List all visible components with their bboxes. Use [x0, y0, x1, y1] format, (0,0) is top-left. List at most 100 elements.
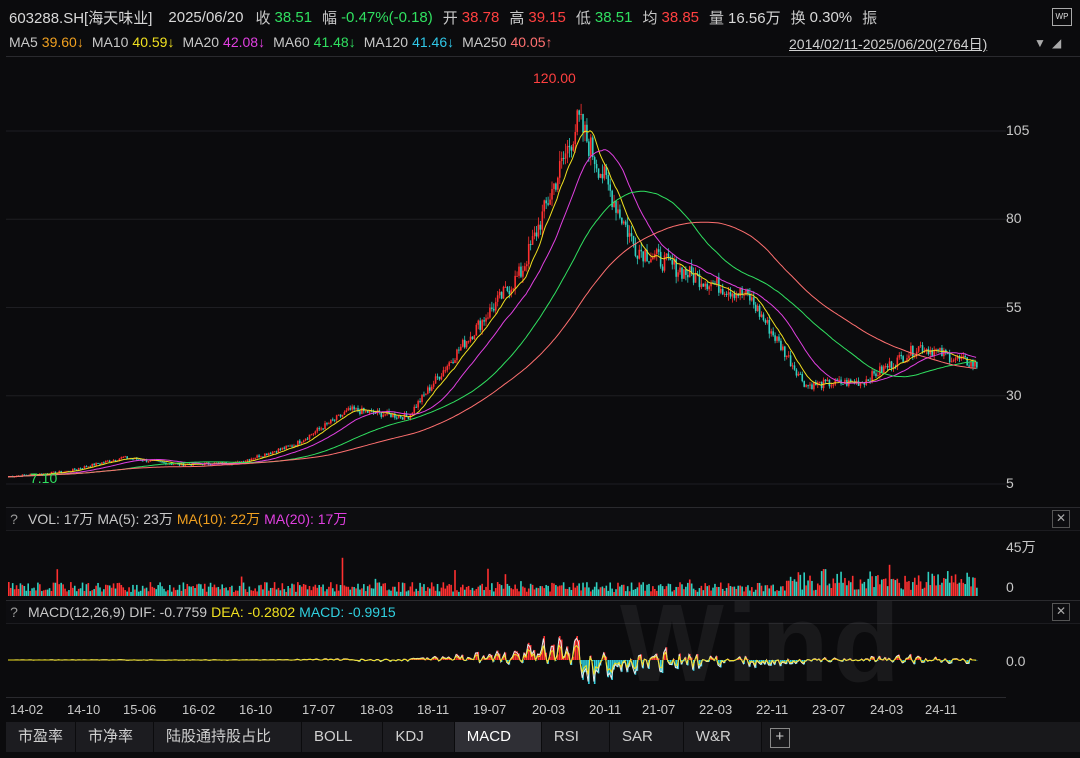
candle-body [91, 463, 94, 467]
main-kline-panel[interactable] [6, 56, 1080, 507]
candle-body [966, 357, 968, 366]
candle-body [813, 381, 815, 390]
volume-bar [659, 584, 662, 596]
tab-pe[interactable]: 市盈率 [6, 722, 77, 752]
amplitude-label: 振 [862, 9, 878, 27]
candle-body [328, 423, 330, 425]
macd-bar [609, 660, 611, 675]
tab-rsi[interactable]: RSI [541, 722, 610, 752]
volume-bar [958, 582, 961, 596]
candle-body [690, 266, 693, 274]
candle-body [318, 428, 320, 430]
candle-body [514, 275, 516, 289]
candle-body [956, 356, 959, 359]
add-tab-icon[interactable]: + [769, 728, 790, 748]
settings-triangle-icon[interactable]: ◢ [1052, 36, 1062, 50]
high-label: 高 [509, 9, 525, 27]
candle-body [407, 416, 410, 419]
volume-bar [19, 583, 22, 596]
volume-bar [419, 582, 421, 596]
volume-bar [851, 575, 854, 596]
macd-bar [657, 658, 660, 660]
volume-bar [634, 589, 637, 596]
candle-body [586, 124, 588, 142]
volume-bar [48, 588, 51, 596]
volume-bar [502, 588, 505, 596]
volume-bar [145, 587, 148, 596]
wp-icon[interactable]: WP [1052, 8, 1072, 26]
candle-body [881, 366, 883, 373]
candle-body [844, 379, 846, 384]
candle-body [357, 408, 359, 412]
close-icon[interactable]: ✕ [1052, 603, 1070, 621]
volume-bar [471, 587, 474, 596]
volume-bar [752, 591, 755, 596]
volume-bar [683, 589, 685, 596]
volume-bar [240, 576, 243, 596]
tab-stock-connect[interactable]: 陆股通持股占比 [154, 722, 303, 752]
volume-bar [929, 585, 932, 596]
x-tick: 21-07 [642, 702, 676, 717]
candle-body [219, 462, 222, 464]
volume-bar [430, 582, 433, 596]
candle-body [954, 358, 957, 360]
macd-chart-svg[interactable] [6, 623, 1080, 697]
volume-bar [820, 571, 823, 596]
help-icon[interactable]: ? [10, 511, 18, 527]
tab-boll[interactable]: BOLL [302, 722, 384, 752]
chevron-down-icon[interactable]: ▼ [1034, 36, 1046, 50]
candle-body [446, 366, 449, 371]
macd-bar [787, 659, 790, 660]
volume-bar [657, 585, 660, 596]
volume-bar [159, 582, 161, 596]
candle-body [580, 114, 582, 116]
volume-bar [939, 584, 941, 596]
tab-pb[interactable]: 市净率 [76, 722, 155, 752]
candle-body [760, 314, 763, 317]
volume-bar [390, 590, 392, 596]
volume-chart-svg[interactable] [6, 530, 1080, 600]
volume-bar [368, 584, 371, 596]
candle-body [799, 373, 802, 375]
volume-bar [912, 582, 914, 596]
candle-body [250, 458, 253, 461]
macd-bar [615, 660, 617, 666]
volume-bar [719, 582, 722, 596]
ma60-label: MA60 [273, 34, 310, 50]
volume-bar [68, 590, 70, 596]
candle-body [729, 292, 732, 297]
volume-panel[interactable] [6, 530, 1080, 600]
candle-body [721, 288, 724, 295]
candle-body [615, 201, 617, 213]
candle-body [380, 411, 383, 417]
volume-bar [865, 588, 868, 596]
macd-bar [939, 659, 941, 660]
stock-code[interactable]: 603288.SH[海天味业] [9, 9, 153, 27]
macd-panel[interactable] [6, 623, 1080, 697]
y-tick-80: 80 [1006, 210, 1022, 226]
tab-kdj[interactable]: KDJ [383, 722, 455, 752]
macd-bar [737, 658, 740, 660]
tab-wr[interactable]: W&R [683, 722, 762, 752]
close-icon[interactable]: ✕ [1052, 510, 1070, 528]
volume-bar [72, 587, 74, 596]
candle-body [306, 438, 309, 440]
macd-bar [520, 660, 522, 661]
volume-bar [655, 590, 658, 596]
help-icon[interactable]: ? [10, 604, 18, 620]
avg-label: 均 [642, 9, 658, 27]
date-range-selector[interactable]: 2014/02/11-2025/06/20(2764日) [789, 36, 988, 52]
candle-body [735, 293, 738, 299]
macd-dif: DIF: -0.7759 [129, 604, 208, 620]
price-chart-svg[interactable] [6, 57, 1080, 507]
macd-bar [630, 659, 633, 660]
candle-body [747, 289, 749, 294]
tab-macd[interactable]: MACD [454, 722, 542, 752]
tab-sar[interactable]: SAR [609, 722, 684, 752]
volume-bar [508, 585, 511, 596]
x-tick: 14-02 [10, 702, 44, 717]
volume-bar [599, 587, 602, 596]
vol-tick-zero: 0 [1006, 579, 1014, 595]
candle-body [669, 257, 672, 261]
volume-bar [46, 589, 49, 596]
